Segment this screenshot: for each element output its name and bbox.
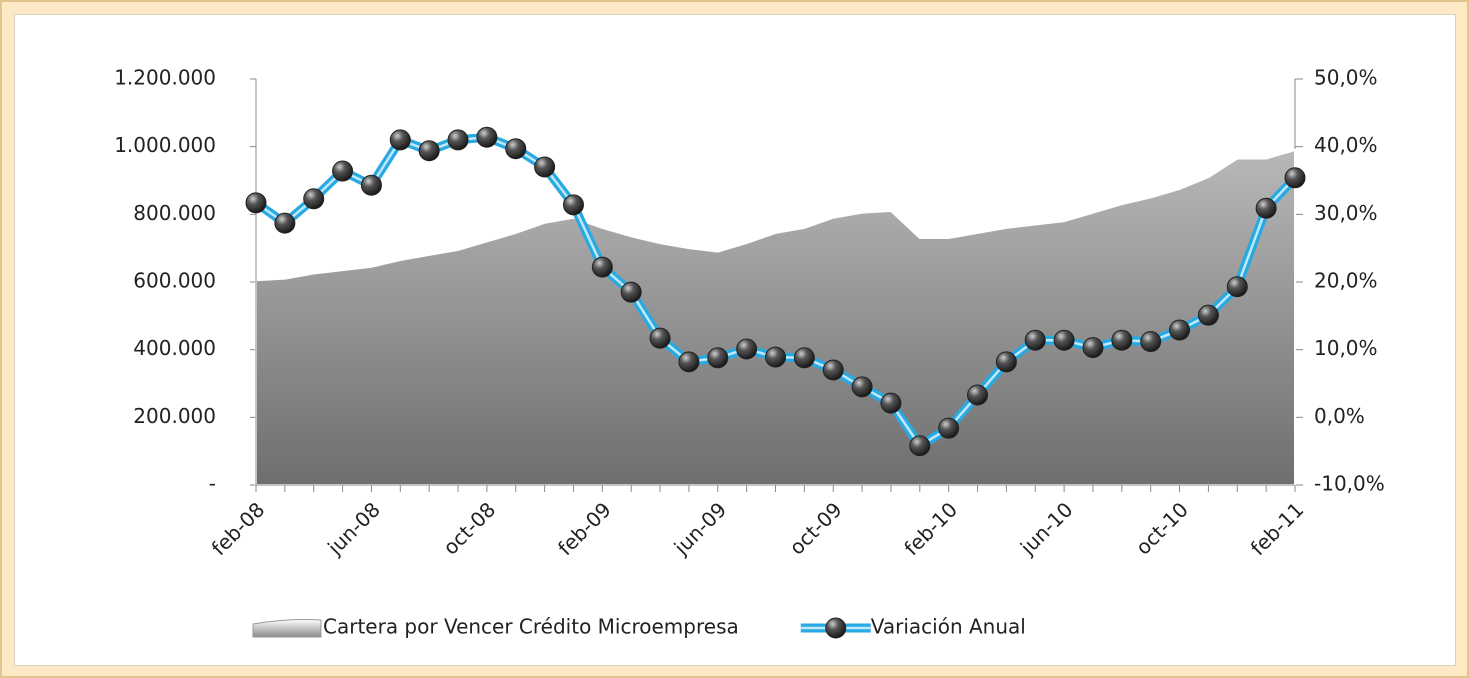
marker [332, 160, 354, 182]
marker [591, 256, 613, 278]
marker [1053, 329, 1075, 351]
marker [851, 376, 873, 398]
x-tick-label: oct-08 [438, 497, 500, 559]
marker [765, 346, 786, 368]
x-tick-label: feb-11 [1246, 497, 1309, 560]
x-tick-label: oct-09 [785, 497, 847, 559]
marker [1197, 304, 1219, 326]
marker [793, 347, 815, 369]
marker [303, 188, 325, 210]
marker [418, 140, 440, 162]
y2-tick-label: -10,0% [1314, 472, 1385, 496]
y2-tick-label: 50,0% [1314, 66, 1378, 90]
area [255, 148, 1296, 486]
marker [707, 347, 729, 369]
y-tick-label: 1.200.000 [114, 66, 216, 90]
y2-tick-label: 40,0% [1314, 133, 1378, 157]
marker [245, 192, 267, 214]
marker [534, 156, 556, 178]
marker [822, 359, 844, 381]
marker [1082, 337, 1104, 359]
marker [678, 351, 700, 373]
marker [476, 126, 498, 148]
legend-label: Variación Anual [871, 615, 1026, 639]
x-tick-label: feb-08 [207, 497, 270, 560]
x-tick-label: jun-10 [1015, 497, 1078, 560]
legend-swatch [252, 619, 322, 638]
x-tick-label: feb-10 [899, 497, 962, 560]
x-tick-label: jun-08 [322, 497, 385, 560]
marker [995, 351, 1017, 373]
x-tick-label: feb-09 [553, 497, 616, 560]
marker [909, 435, 931, 457]
marker [389, 129, 411, 151]
marker [649, 327, 671, 349]
marker [274, 212, 296, 234]
marker [1111, 329, 1133, 351]
marker [1024, 329, 1046, 351]
marker [505, 138, 527, 160]
x-tick-label: oct-10 [1131, 497, 1193, 559]
x-tick-label: jun-09 [669, 497, 732, 560]
y-tick-label: 800.000 [133, 201, 216, 225]
y2-tick-label: 10,0% [1314, 336, 1378, 360]
y-tick-label: - [209, 472, 216, 496]
legend: Cartera por Vencer Crédito Microempresa V… [252, 615, 1026, 639]
y2-tick-label: 30,0% [1314, 201, 1378, 225]
marker [967, 384, 989, 406]
marker [880, 392, 902, 414]
marker [620, 281, 642, 303]
y-tick-label: 200.000 [133, 404, 216, 428]
marker [1255, 197, 1277, 219]
legend-label: Cartera por Vencer Crédito Microempresa [323, 615, 739, 639]
marker [1284, 167, 1306, 189]
legend-marker [825, 617, 847, 639]
marker [938, 417, 960, 439]
y2-tick-label: 0,0% [1314, 404, 1365, 428]
marker [360, 174, 382, 196]
y-tick-label: 400.000 [133, 336, 216, 360]
y2-tick-label: 20,0% [1314, 269, 1378, 293]
marker [1226, 276, 1248, 298]
y-tick-label: 1.000.000 [114, 133, 216, 157]
marker [1140, 331, 1162, 353]
y-tick-label: 600.000 [133, 269, 216, 293]
marker [447, 129, 469, 151]
marker [562, 194, 584, 216]
marker [736, 338, 758, 360]
marker [1169, 319, 1191, 341]
